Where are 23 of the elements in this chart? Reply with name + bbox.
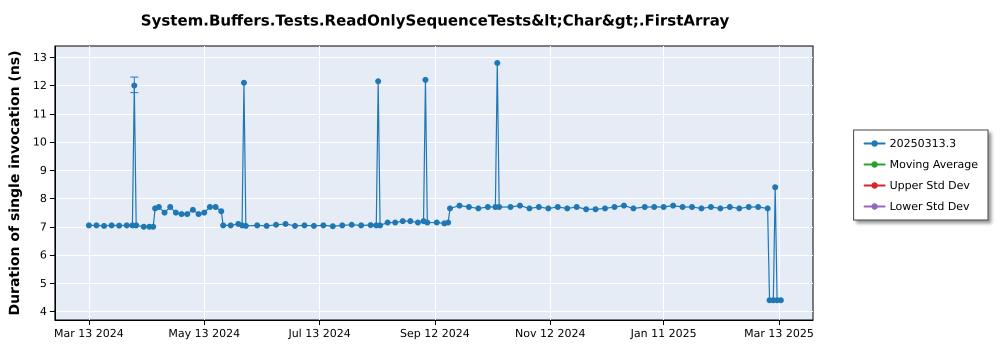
chart-title: System.Buffers.Tests.ReadOnlySequenceTests&lt;Char&gt;.FirstArray [140,12,730,30]
legend-label: 20250313.3 [890,137,956,150]
legend-label: Lower Std Dev [890,200,970,213]
y-tick-label: 11 [32,107,47,120]
y-tick-label: 6 [40,248,47,262]
y-axis-title: Duration of single invocation (ns) [7,50,23,316]
x-tick-label: Sep 12 2024 [400,327,470,340]
legend-label: Moving Average [890,158,978,171]
y-tick-label: 7 [40,220,47,234]
x-tick-label: Mar 13 2024 [54,327,124,340]
y-tick-label: 12 [32,79,47,92]
legend-label: Upper Std Dev [890,179,970,192]
x-tick-label: Nov 12 2024 [514,327,586,340]
y-tick-label: 5 [40,276,47,290]
x-tick-label: Jul 13 2024 [287,327,351,340]
x-tick-label: Jan 11 2025 [630,327,697,340]
y-tick-label: 4 [40,305,47,318]
y-tick-label: 9 [40,164,47,177]
x-tick-label: Mar 13 2025 [744,327,814,340]
y-tick-label: 13 [32,50,47,64]
y-tick-label: 10 [32,136,47,149]
y-tick-label: 8 [40,192,47,206]
x-tick-label: May 13 2024 [168,327,240,340]
